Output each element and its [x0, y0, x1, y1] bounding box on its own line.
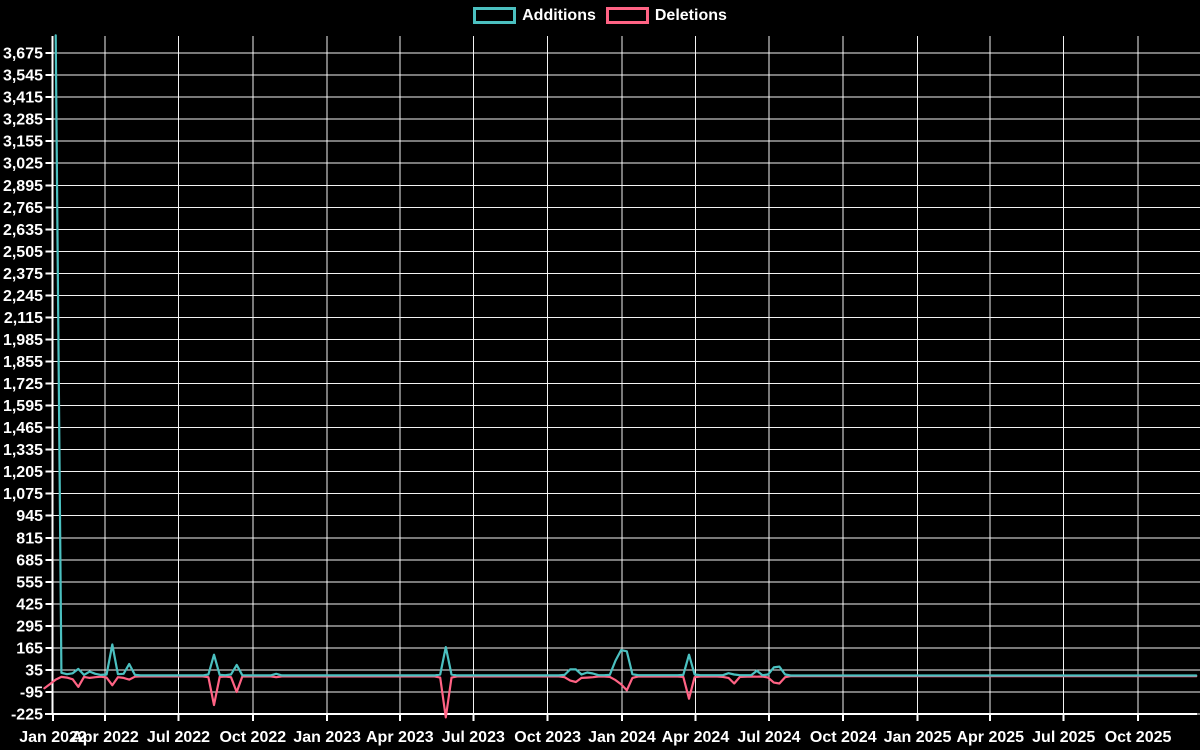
- y-tick-label: 2,895: [3, 178, 43, 195]
- x-tick-label: Oct 2022: [219, 729, 286, 746]
- axis-tick-marks: [45, 52, 1140, 721]
- x-tick-label: Oct 2024: [810, 729, 877, 746]
- x-tick-label: Jan 2025: [884, 729, 952, 746]
- y-tick-label: 3,415: [3, 90, 43, 107]
- x-tick-label: Jul 2022: [147, 729, 210, 746]
- y-tick-label: 1,335: [3, 442, 43, 459]
- y-tick-label: 2,765: [3, 200, 43, 217]
- horizontal-gridlines: [52, 52, 1200, 715]
- deletions-line: [43, 675, 1198, 719]
- x-tick-label: Apr 2023: [366, 729, 434, 746]
- axis-lines: [45, 36, 1197, 715]
- x-tick-label: Oct 2025: [1105, 729, 1172, 746]
- legend-item-deletions[interactable]: Deletions: [605, 7, 727, 24]
- y-tick-label: 555: [16, 574, 43, 591]
- legend-label-additions: Additions: [522, 7, 596, 24]
- additions-line: [54, 34, 1198, 677]
- x-tick-label: Jan 2022: [19, 729, 87, 746]
- x-tick-label: Apr 2025: [956, 729, 1024, 746]
- additions-swatch: [473, 7, 517, 24]
- y-tick-label: 2,375: [3, 266, 43, 283]
- y-tick-label: -95: [20, 684, 43, 701]
- x-tick-label: Jul 2025: [1032, 729, 1095, 746]
- y-tick-label: 2,635: [3, 222, 43, 239]
- x-tick-label: Jan 2024: [588, 729, 656, 746]
- y-tick-label: 3,025: [3, 156, 43, 173]
- y-tick-label: 815: [16, 530, 43, 547]
- y-tick-label: 1,985: [3, 332, 43, 349]
- y-tick-label: 295: [16, 618, 43, 635]
- y-tick-label: 2,245: [3, 288, 43, 305]
- y-tick-label: 3,155: [3, 134, 43, 151]
- chart-legend: Additions Deletions: [0, 7, 1200, 24]
- series-lines: [43, 34, 1198, 719]
- legend-item-additions[interactable]: Additions: [473, 7, 596, 24]
- x-tick-label: Jul 2023: [442, 729, 505, 746]
- x-tick-label: Apr 2024: [662, 729, 730, 746]
- legend-label-deletions: Deletions: [654, 7, 727, 24]
- vertical-gridlines: [52, 36, 1139, 714]
- y-tick-label: 1,725: [3, 376, 43, 393]
- y-axis-labels: -225 -95 35 165 295 425 555 685 815 945 1,075 1,205…: [3, 46, 43, 724]
- x-tick-label: Apr 2022: [71, 729, 139, 746]
- y-tick-label: 3,675: [3, 46, 43, 63]
- y-tick-label: 2,505: [3, 244, 43, 261]
- y-tick-label: 1,075: [3, 486, 43, 503]
- y-tick-label: 2,115: [4, 310, 43, 327]
- y-tick-label: 3,285: [3, 112, 43, 129]
- y-tick-label: 1,595: [3, 398, 43, 415]
- deletions-swatch: [605, 7, 649, 24]
- y-tick-label: 685: [16, 552, 43, 569]
- y-tick-label: 165: [16, 640, 43, 657]
- y-tick-label: 425: [16, 596, 43, 613]
- y-tick-label: 3,545: [3, 68, 43, 85]
- y-tick-label: 1,855: [3, 354, 43, 371]
- y-tick-label: -225: [11, 707, 43, 724]
- y-tick-label: 1,465: [3, 420, 43, 437]
- y-tick-label: 35: [25, 662, 43, 679]
- x-tick-label: Jan 2023: [293, 729, 361, 746]
- y-tick-label: 945: [16, 508, 43, 525]
- y-tick-label: 1,205: [3, 464, 43, 481]
- x-tick-label: Jul 2024: [737, 729, 800, 746]
- x-tick-label: Oct 2023: [514, 729, 581, 746]
